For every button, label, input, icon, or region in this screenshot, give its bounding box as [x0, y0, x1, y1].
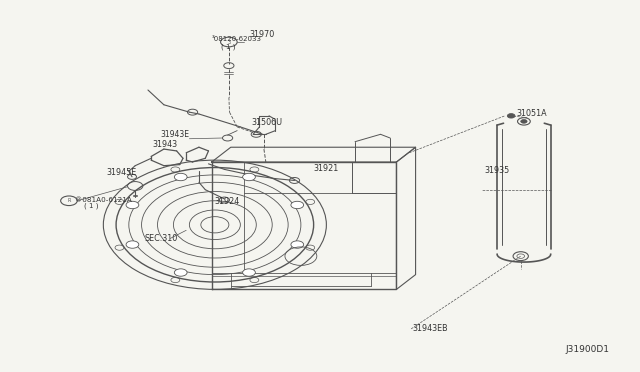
Text: 31943EB: 31943EB: [412, 324, 448, 333]
Text: J31900D1: J31900D1: [566, 345, 610, 354]
Circle shape: [291, 201, 303, 209]
Text: ( 1 ): ( 1 ): [221, 43, 236, 50]
Text: ³08120-62033: ³08120-62033: [212, 36, 262, 42]
Text: 31943: 31943: [152, 140, 177, 149]
Text: 31924: 31924: [215, 197, 240, 206]
Text: 31935: 31935: [484, 166, 509, 175]
Circle shape: [243, 173, 255, 181]
Text: 31945E: 31945E: [106, 168, 137, 177]
Circle shape: [174, 173, 187, 181]
Text: 31970: 31970: [250, 30, 275, 39]
Circle shape: [126, 201, 139, 209]
Text: R: R: [67, 198, 70, 203]
Text: SEC.310: SEC.310: [145, 234, 178, 243]
Text: 31051A: 31051A: [516, 109, 547, 118]
Circle shape: [174, 269, 187, 276]
Circle shape: [508, 113, 515, 118]
Circle shape: [521, 119, 527, 123]
Text: ( 1 ): ( 1 ): [84, 202, 99, 209]
Text: 31506U: 31506U: [251, 118, 282, 127]
Text: 3: 3: [227, 39, 230, 45]
Text: ®081A0-6121A: ®081A0-6121A: [75, 197, 132, 203]
Text: 31943E: 31943E: [160, 130, 189, 139]
Circle shape: [291, 241, 303, 248]
Circle shape: [243, 269, 255, 276]
Circle shape: [126, 241, 139, 248]
Text: 31921: 31921: [314, 164, 339, 173]
